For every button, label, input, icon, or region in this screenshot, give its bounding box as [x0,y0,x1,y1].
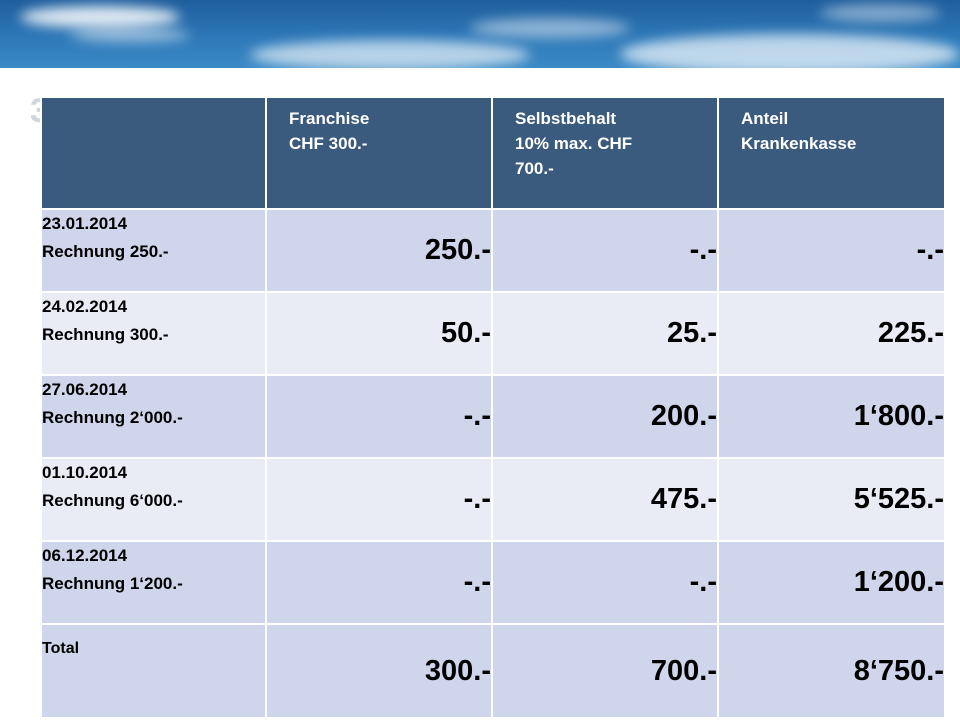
cell-selbstbehalt: 200.- [491,374,719,459]
cell-franchise: 50.- [265,291,493,376]
header-text: Anteil [741,109,789,128]
cell-selbstbehalt: -.- [491,540,719,625]
header-text: Franchise [289,109,370,128]
row-description: Rechnung 300.- [42,325,169,344]
row-label: 27.06.2014 Rechnung 2‘000.- [40,374,267,459]
row-description: Rechnung 6‘000.- [42,491,183,510]
cell-anteil: 5‘525.- [717,457,946,542]
row-label: 24.02.2014 Rechnung 300.- [40,291,267,376]
header-selbstbehalt: Selbstbehalt 10% max. CHF 700.- [491,96,719,210]
cloud-shape [20,6,180,28]
cell-franchise: -.- [265,374,493,459]
table-row: 06.12.2014 Rechnung 1‘200.- -.- -.- 1‘20… [40,540,946,625]
row-description: Rechnung 250.- [42,242,169,261]
header-text: Krankenkasse [741,134,857,153]
row-label: 01.10.2014 Rechnung 6‘000.- [40,457,267,542]
table-row: 24.02.2014 Rechnung 300.- 50.- 25.- 225.… [40,291,946,376]
sky-banner-image [0,0,960,68]
cell-franchise: 250.- [265,208,493,293]
header-text: 700.- [515,159,554,178]
header-text: CHF 300.- [289,134,368,153]
table-row: 27.06.2014 Rechnung 2‘000.- -.- 200.- 1‘… [40,374,946,459]
cloud-shape [250,40,530,68]
cell-franchise: -.- [265,457,493,542]
cell-selbstbehalt: 25.- [491,291,719,376]
cell-anteil: -.- [717,208,946,293]
cloud-shape [820,4,940,22]
cell-anteil: 225.- [717,291,946,376]
total-selbstbehalt: 700.- [491,623,719,719]
cloud-shape [620,34,960,68]
row-label: 06.12.2014 Rechnung 1‘200.- [40,540,267,625]
cost-sharing-table: Franchise CHF 300.- Selbstbehalt 10% max… [40,96,946,719]
header-franchise: Franchise CHF 300.- [265,96,493,210]
header-text: Selbstbehalt [515,109,617,128]
table-header-row: Franchise CHF 300.- Selbstbehalt 10% max… [40,96,946,210]
table-row: 23.01.2014 Rechnung 250.- 250.- -.- -.- [40,208,946,293]
row-label: 23.01.2014 Rechnung 250.- [40,208,267,293]
table-row: 01.10.2014 Rechnung 6‘000.- -.- 475.- 5‘… [40,457,946,542]
row-description: Rechnung 1‘200.- [42,574,183,593]
total-franchise: 300.- [265,623,493,719]
header-text: 10% max. CHF [515,134,633,153]
cell-selbstbehalt: 475.- [491,457,719,542]
header-anteil: Anteil Krankenkasse [717,96,946,210]
cell-anteil: 1‘200.- [717,540,946,625]
total-anteil: 8‘750.- [717,623,946,719]
row-date: 24.02.2014 [42,297,128,316]
row-description: Rechnung 2‘000.- [42,408,183,427]
cloud-shape [70,28,190,42]
table-total-row: Total 300.- 700.- 8‘750.- [40,623,946,719]
total-label: Total [40,623,267,719]
header-corner-cell [40,96,267,210]
cell-anteil: 1‘800.- [717,374,946,459]
cell-selbstbehalt: -.- [491,208,719,293]
cell-franchise: -.- [265,540,493,625]
row-date: 01.10.2014 [42,463,128,482]
row-date: 23.01.2014 [42,214,128,233]
row-date: 06.12.2014 [42,546,128,565]
row-date: 27.06.2014 [42,380,128,399]
cloud-shape [470,18,630,38]
